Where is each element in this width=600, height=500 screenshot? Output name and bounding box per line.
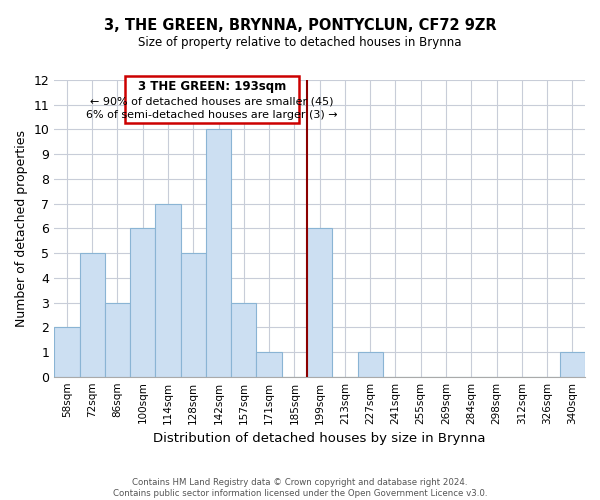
Text: 3 THE GREEN: 193sqm: 3 THE GREEN: 193sqm — [138, 80, 286, 94]
Text: 6% of semi-detached houses are larger (3) →: 6% of semi-detached houses are larger (3… — [86, 110, 338, 120]
Y-axis label: Number of detached properties: Number of detached properties — [15, 130, 28, 327]
Bar — [105, 302, 130, 376]
Text: ← 90% of detached houses are smaller (45): ← 90% of detached houses are smaller (45… — [91, 96, 334, 106]
Bar — [256, 352, 282, 376]
X-axis label: Distribution of detached houses by size in Brynna: Distribution of detached houses by size … — [154, 432, 486, 445]
Bar — [54, 327, 80, 376]
Bar — [181, 253, 206, 376]
Bar — [130, 228, 155, 376]
Bar — [80, 253, 105, 376]
FancyBboxPatch shape — [125, 76, 299, 124]
Bar — [560, 352, 585, 376]
Bar — [206, 130, 231, 376]
Text: Contains HM Land Registry data © Crown copyright and database right 2024.
Contai: Contains HM Land Registry data © Crown c… — [113, 478, 487, 498]
Text: Size of property relative to detached houses in Brynna: Size of property relative to detached ho… — [138, 36, 462, 49]
Bar — [155, 204, 181, 376]
Bar — [231, 302, 256, 376]
Text: 3, THE GREEN, BRYNNA, PONTYCLUN, CF72 9ZR: 3, THE GREEN, BRYNNA, PONTYCLUN, CF72 9Z… — [104, 18, 496, 32]
Bar — [307, 228, 332, 376]
Bar — [358, 352, 383, 376]
